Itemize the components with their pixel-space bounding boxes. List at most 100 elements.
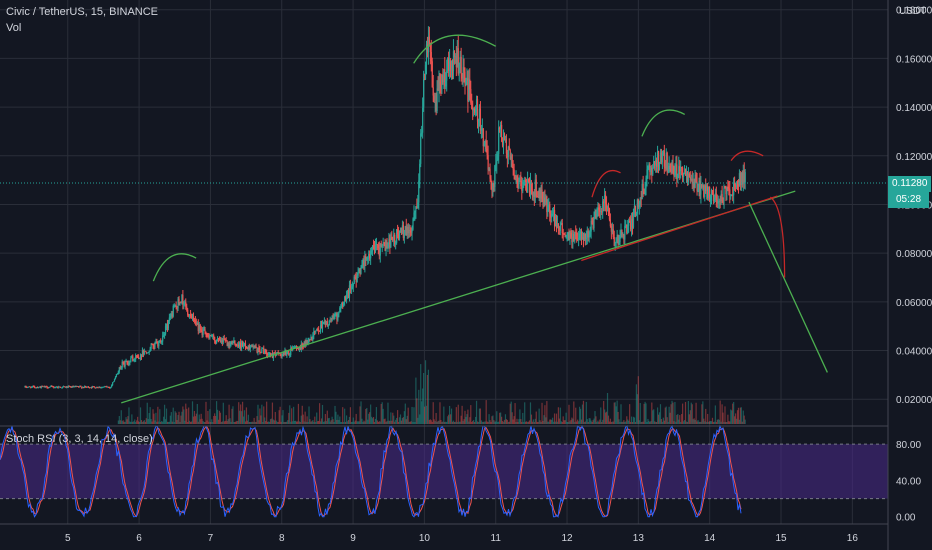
candle-body [514,175,516,179]
volume-bar [497,422,499,424]
candle-body [113,378,116,382]
volume-bar [467,409,469,424]
volume-bar [128,407,130,424]
candle-body [215,339,218,344]
candle-body [217,339,220,341]
volume-bar [566,421,568,424]
volume-bar [261,404,263,424]
volume-bar [354,420,356,424]
candle-body [125,361,127,362]
volume-bar [685,421,688,424]
candle-body [441,74,443,90]
volume-bar [367,419,369,424]
candle-body [51,386,53,387]
candle-body [133,360,135,362]
volume-bar [621,421,623,424]
candle-body [107,386,109,388]
candle-body [423,79,425,108]
candle-body [369,254,371,259]
candle-body [96,387,98,389]
volume-bar [172,407,174,424]
volume-bar [189,420,191,424]
volume-bar [386,421,388,424]
volume-bar [257,404,259,424]
candle-body [192,316,195,320]
volume-bar [733,401,735,424]
volume-bar [444,421,446,424]
volume-bar [737,407,740,424]
volume-bar [494,421,496,424]
candle-body [36,387,39,388]
volume-bar [160,421,162,424]
candle-body [438,81,440,91]
candle-body [734,185,737,187]
volume-bar [704,421,706,424]
volume-bar [501,421,504,424]
candle-body [744,172,746,183]
candle-body [397,229,399,235]
volume-bar [401,417,404,424]
candle-body [492,183,494,191]
volume-bar [453,421,456,424]
volume-bar [298,421,300,424]
volume-bar [434,421,436,424]
candle-body [323,321,326,323]
stoch-rsi-label[interactable]: Stoch RSI (3, 3, 14, 14, close) [6,433,153,445]
volume-bar [405,419,407,424]
volume-bar [334,405,336,424]
candle-body [681,167,683,168]
candle-body [249,345,251,349]
volume-bar [527,421,530,424]
candle-body [200,329,202,331]
volume-bar [504,414,507,424]
candle-body [237,344,239,346]
candle-body [552,210,555,215]
volume-label[interactable]: Vol [6,22,22,34]
time-axis[interactable]: 5 6 7 8 9 10 11 12 13 14 15 16 [65,533,858,544]
candle-body [66,386,68,388]
stoch-axis[interactable]: 80.00 40.00 0.00 [896,440,921,524]
candle-body [361,264,363,268]
volume-bar [131,414,133,424]
volume-bar [553,413,556,424]
candle-body [724,187,726,189]
volume-bar [676,414,678,424]
volume-bar [247,414,249,424]
volume-bar [419,414,421,424]
volume-bar [259,408,261,424]
chart-title[interactable]: Civic / TetherUS, 15, BINANCE [6,6,159,18]
volume-bar [670,404,672,424]
candle-body [316,328,318,331]
candle-body [543,197,545,206]
candle-body [378,247,380,256]
candle-body [526,179,529,193]
candle-body [390,237,392,248]
time-tick-label: 13 [633,533,645,544]
candle-body [116,373,119,375]
volume-bar [250,421,252,424]
volume-bar [417,417,419,424]
candle-body [433,95,435,103]
volume-bar [190,421,193,424]
candle-body [459,56,461,64]
candle-body [189,314,191,316]
candle-body [562,232,564,235]
volume-bar [366,407,368,424]
candle-body [383,242,385,244]
volume-bar [577,419,579,424]
candle-body [55,387,57,389]
candle-body [737,185,740,186]
candle-body [184,302,186,304]
volume-bar [525,421,527,424]
volume-bar [694,419,696,424]
candle-body [172,305,174,317]
candle-body [620,229,622,236]
candle-body [484,140,486,143]
candle-body [526,185,528,193]
candle-body [253,346,255,348]
stoch-rsi-lines [0,424,742,518]
volume-bar [598,421,600,424]
candle-body [633,205,636,209]
candle-body [208,335,210,338]
